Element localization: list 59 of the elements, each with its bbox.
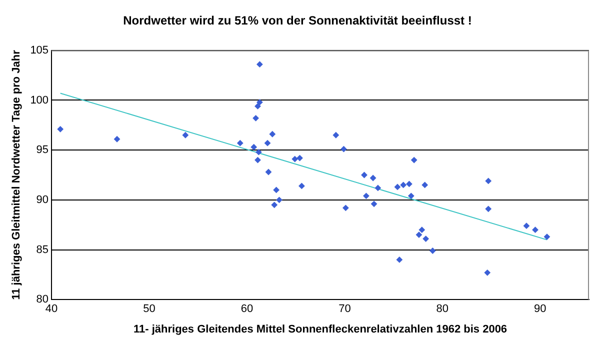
y-axis-title: 11 jähriges Gleitmittel Nordwetter Tage pro Jahr <box>10 49 23 300</box>
point <box>544 234 550 240</box>
y-tick-label: 85 <box>36 244 49 256</box>
point <box>254 103 261 110</box>
point <box>236 140 244 146</box>
point <box>252 114 259 122</box>
point <box>422 236 430 242</box>
point <box>400 182 407 188</box>
point <box>410 156 418 164</box>
point <box>256 148 262 156</box>
point <box>332 132 340 138</box>
point <box>429 248 436 254</box>
point <box>296 154 303 162</box>
point <box>271 202 278 208</box>
point <box>484 269 491 276</box>
point <box>114 136 120 142</box>
x-tick-label: 50 <box>143 303 156 316</box>
point <box>273 186 280 194</box>
point <box>396 256 403 263</box>
point <box>250 144 258 150</box>
x-axis-title: 11- jähriges Gleitendes Mittel Sonnenfleckenrelativzahlen 1962 bis 2006 <box>134 323 508 336</box>
x-tick-label: 90 <box>534 303 546 316</box>
point <box>523 222 530 230</box>
point <box>394 184 401 190</box>
point <box>182 132 189 138</box>
x-tick-label: 40 <box>45 303 58 316</box>
point <box>57 126 64 132</box>
point <box>416 232 422 238</box>
point <box>298 182 305 190</box>
point <box>422 182 428 188</box>
x-tick-label: 70 <box>338 303 351 316</box>
point <box>269 130 276 138</box>
point <box>408 192 414 200</box>
point <box>265 168 272 176</box>
y-tick-label: 90 <box>36 194 49 206</box>
point <box>254 156 261 164</box>
chart-title: Nordwetter wird zu 51% von der Sonnenaktivität beeinflusst ! <box>123 14 472 28</box>
point <box>292 156 298 162</box>
point <box>370 174 376 182</box>
y-tick-label: 105 <box>30 44 49 56</box>
point <box>340 146 347 152</box>
point <box>485 206 492 212</box>
point <box>485 178 492 184</box>
y-tick-label: 95 <box>36 144 49 156</box>
point <box>256 99 263 106</box>
x-tick-label: 80 <box>436 303 449 316</box>
x-tick-label: 60 <box>240 303 254 316</box>
point <box>276 196 282 204</box>
point <box>532 226 538 234</box>
point <box>374 184 382 192</box>
point <box>406 180 412 188</box>
y-tick-label: 100 <box>30 94 49 106</box>
point <box>256 61 263 68</box>
point <box>418 226 426 234</box>
point <box>370 200 378 208</box>
point <box>363 192 370 200</box>
point <box>342 204 349 212</box>
point <box>264 140 271 146</box>
y-tick-label: 80 <box>36 294 49 306</box>
